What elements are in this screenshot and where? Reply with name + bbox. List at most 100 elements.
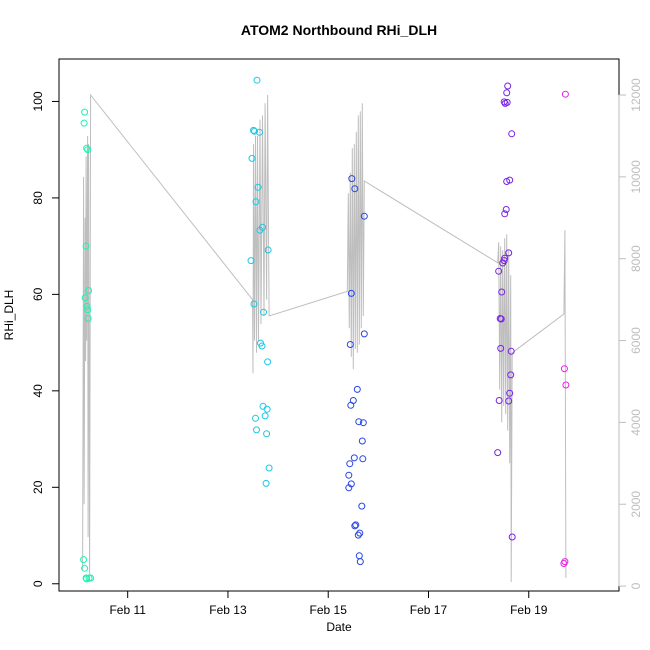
x-tick-label: Feb 17 [410, 603, 448, 617]
data-point-flight4-19 [497, 344, 505, 352]
data-point-flight1-9 [84, 315, 92, 322]
y-axis: 0 20 40 60 80 100 [31, 91, 60, 587]
data-point-flight3-14 [346, 460, 354, 468]
data-point-flight4-7 [503, 178, 511, 185]
data-point-flight1-4 [82, 242, 90, 250]
data-point-flight3-3 [347, 289, 355, 297]
data-point-flight4-8 [502, 206, 510, 213]
y2-tick-label: 4000 [629, 409, 643, 436]
data-point-flight2-4 [248, 154, 256, 162]
data-point-flight3-17 [345, 484, 353, 492]
data-point-flight3-10 [359, 419, 367, 427]
data-point-flight2-5 [254, 183, 262, 191]
data-point-flight2-8 [259, 223, 266, 231]
y2-tick-label: 2000 [629, 491, 643, 518]
y2-tick-label: 6000 [629, 327, 643, 354]
y2-tick-label: 12000 [629, 78, 643, 112]
data-point-flight1-7 [83, 302, 91, 310]
x-tick-label: Feb 11 [109, 603, 146, 617]
data-point-flight2-3 [256, 128, 263, 136]
data-point-flight3-4 [360, 330, 368, 338]
data-point-flight3-18 [358, 502, 366, 510]
data-point-flight2-18 [261, 412, 269, 420]
y-axis-label: RHi_DLH [2, 290, 16, 341]
data-point-flight1-6 [81, 294, 89, 302]
data-point-flight1-1 [80, 119, 88, 127]
data-point-flight1-14 [87, 574, 95, 582]
data-point-flight4-15 [498, 288, 506, 296]
data-point-flight3-24 [356, 558, 364, 566]
data-point-flight3-8 [347, 401, 355, 409]
data-point-flight4-0 [504, 82, 512, 90]
data-point-flight3-6 [353, 385, 361, 393]
points-layer [80, 76, 570, 583]
data-point-flight3-13 [359, 455, 367, 463]
x-axis-label: Date [326, 620, 352, 634]
altitude-layer [82, 93, 567, 583]
data-point-flight2-6 [252, 198, 260, 206]
x-tick-label: Feb 15 [310, 603, 348, 617]
data-point-flight1-0 [81, 108, 89, 116]
data-point-flight2-22 [265, 464, 273, 472]
x-tick-label: Feb 13 [209, 603, 247, 617]
data-point-flight2-11 [250, 300, 258, 308]
data-point-flight5-4 [560, 560, 568, 567]
y-tick-label: 60 [31, 287, 45, 301]
data-point-flight3-23 [355, 552, 363, 560]
data-point-flight2-2 [251, 127, 258, 135]
y-tick-label: 100 [31, 91, 45, 111]
data-point-flight4-13 [499, 259, 507, 267]
data-point-flight2-15 [264, 358, 272, 366]
data-point-flight4-23 [505, 397, 513, 405]
data-point-flight2-9 [264, 246, 272, 254]
data-point-flight4-21 [506, 389, 514, 397]
data-point-flight4-14 [495, 267, 503, 275]
plot-frame [58, 58, 620, 592]
data-point-flight4-4 [501, 99, 509, 107]
data-point-flight1-5 [85, 287, 93, 294]
data-point-flight2-1 [250, 126, 257, 134]
data-point-flight2-14 [258, 342, 266, 350]
data-point-flight4-22 [495, 397, 503, 404]
data-point-flight3-9 [355, 418, 363, 426]
x-axis: Feb 11 Feb 13 Feb 15 Feb 17 Feb 19 [109, 590, 548, 617]
data-point-flight1-10 [80, 556, 88, 564]
data-point-flight4-24 [494, 449, 502, 457]
data-point-flight2-12 [260, 308, 267, 316]
data-point-flight3-5 [346, 341, 354, 348]
data-point-flight1-11 [81, 564, 89, 572]
y2-tick-label: 8000 [629, 245, 643, 272]
data-point-flight3-11 [358, 437, 366, 445]
data-point-flight5-1 [560, 365, 568, 373]
y-tick-label: 40 [31, 384, 45, 398]
y-tick-label: 80 [31, 191, 45, 205]
data-point-flight4-20 [507, 371, 515, 379]
data-point-flight4-2 [500, 98, 508, 106]
data-point-flight2-23 [262, 479, 270, 487]
data-point-flight2-17 [263, 405, 271, 413]
altitude-line [82, 93, 567, 583]
data-point-flight3-15 [345, 471, 353, 479]
x-tick-label: Feb 19 [510, 603, 548, 617]
data-point-flight2-21 [263, 430, 271, 438]
data-point-flight2-20 [253, 426, 260, 434]
data-point-flight3-22 [354, 531, 362, 539]
data-point-flight3-21 [356, 529, 364, 537]
data-point-flight2-19 [252, 414, 259, 422]
data-point-flight5-0 [561, 90, 569, 98]
data-point-flight1-15 [83, 575, 91, 583]
data-point-flight3-19 [352, 521, 360, 529]
data-point-flight4-17 [497, 315, 505, 323]
data-point-flight4-1 [503, 89, 511, 97]
data-point-flight5-2 [562, 381, 570, 389]
y2-tick-label: 10000 [629, 160, 643, 194]
data-point-flight4-10 [505, 249, 513, 257]
y2-axis-altitude: 0 2000 4000 6000 8000 10000 12000 [618, 78, 643, 589]
data-point-flight2-0 [253, 76, 261, 84]
data-point-flight4-18 [507, 347, 515, 355]
data-point-flight4-5 [508, 130, 516, 138]
data-point-flight3-0 [348, 175, 356, 183]
data-point-flight3-20 [351, 522, 359, 530]
y2-tick-label: 0 [629, 582, 643, 589]
